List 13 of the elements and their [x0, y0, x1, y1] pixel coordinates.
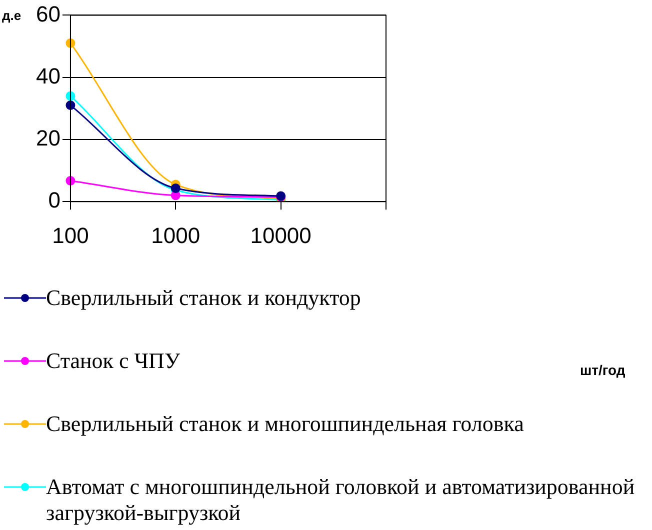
legend-label: Автомат с многошпиндельной головкой и автоматизированной загрузкой-выгрузкой: [46, 474, 636, 526]
y-tick-label: 60: [36, 1, 60, 26]
y-axis-title: д.е: [2, 8, 22, 23]
y-tick-label: 40: [36, 63, 60, 88]
y-tick-label: 0: [48, 188, 60, 213]
legend-label: Сверлильный станок и кондуктор: [46, 285, 362, 311]
text: шт/год: [580, 362, 626, 378]
legend-label: Сверлильный станок и многошпиндельная головка: [46, 411, 525, 437]
x-tick-label: 100: [52, 222, 89, 248]
y-tick-label: 20: [36, 126, 60, 151]
legend-label: Станок с ЧПУ: [46, 348, 180, 373]
x-tick-label: 10000: [250, 222, 312, 248]
x-tick-label: 1000: [151, 222, 200, 248]
